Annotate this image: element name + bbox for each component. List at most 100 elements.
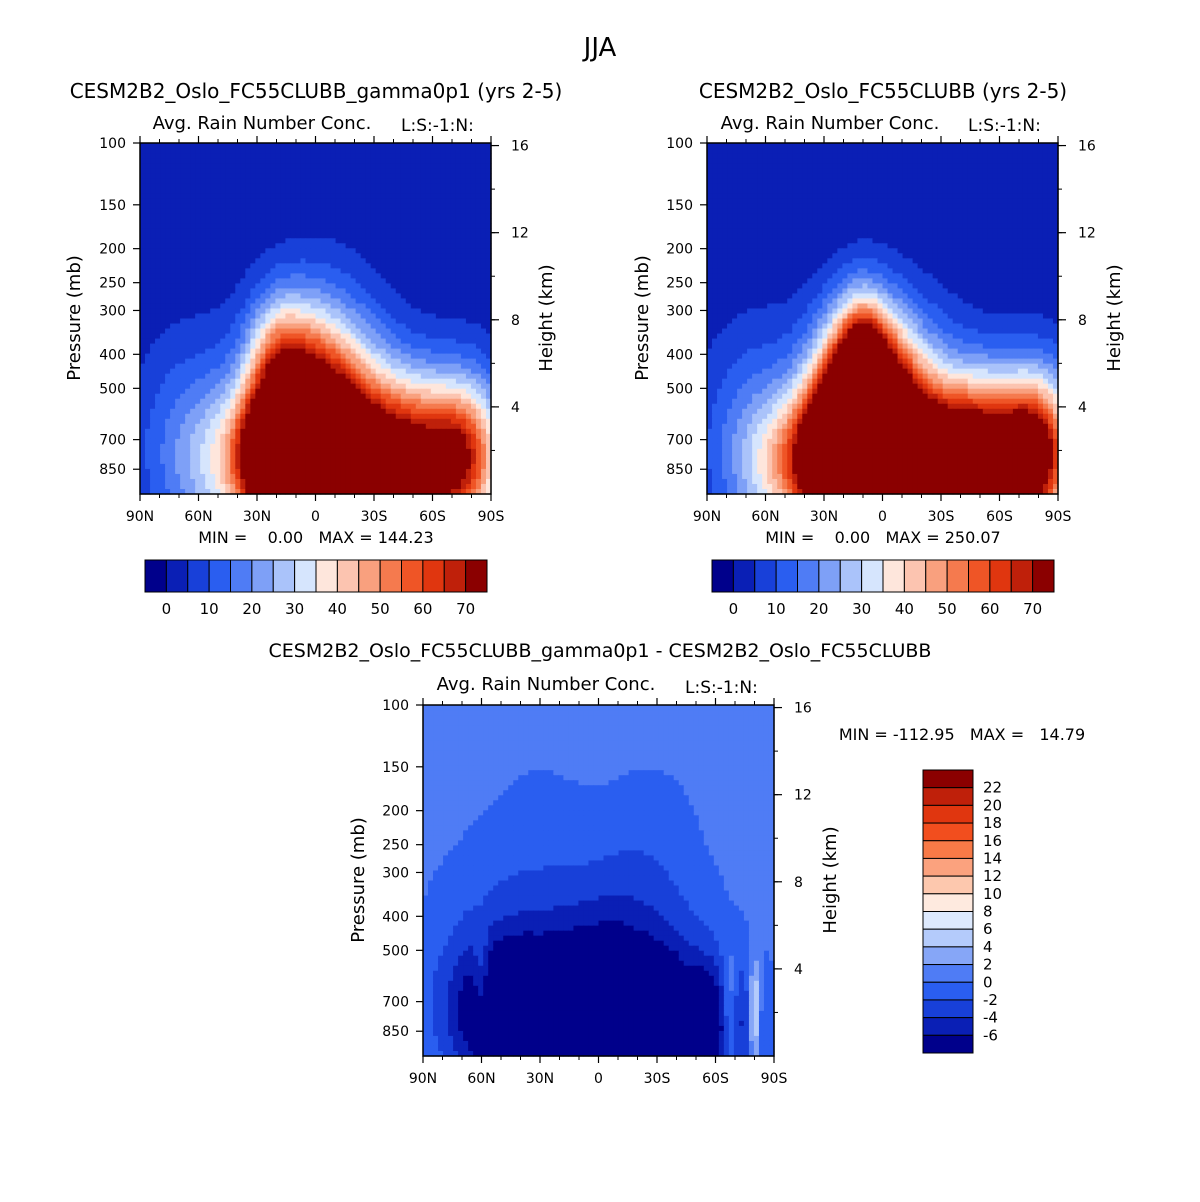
colorbar-swatch xyxy=(922,981,974,1001)
panel-1: CESM2B2_Oslo_FC55CLUBB_gamma0p1 (yrs 2-5… xyxy=(64,79,562,618)
panel-2: CESM2B2_Oslo_FC55CLUBB (yrs 2-5) Avg. Ra… xyxy=(632,79,1125,618)
colorbar-swatch xyxy=(272,559,296,593)
colorbar-swatch xyxy=(797,559,820,593)
colorbar-label: 14 xyxy=(983,849,1002,867)
height-tick-label: 8 xyxy=(794,875,803,891)
colorbar-swatch xyxy=(818,559,841,593)
y-tick-label: 250 xyxy=(666,276,693,292)
height-tick-label: 12 xyxy=(794,788,812,804)
y-tick-label: 150 xyxy=(99,198,126,214)
colorbar-swatch xyxy=(989,559,1012,593)
colorbar-swatch xyxy=(922,875,974,895)
x-tick-label: 0 xyxy=(594,1071,603,1087)
colorbar-swatch xyxy=(732,559,756,593)
colorbar-swatch xyxy=(358,559,381,593)
y-tick-label: 300 xyxy=(666,303,693,319)
colorbar-label: 50 xyxy=(371,600,390,618)
panel-2-ylabel-right: Height (km) xyxy=(1104,264,1125,371)
height-tick-label: 4 xyxy=(511,400,520,416)
colorbar-swatch xyxy=(165,559,189,593)
panel-3-level-label: L:S:-1:N: xyxy=(685,678,758,698)
y-tick-label: 400 xyxy=(382,909,409,925)
height-tick-label: 16 xyxy=(794,701,812,717)
colorbar-swatch xyxy=(422,559,445,593)
x-tick-label: 30N xyxy=(810,509,838,525)
panel-1-colorbar: 0 10 20 30 40 50 60 70 xyxy=(144,559,488,618)
colorbar-swatch xyxy=(379,559,403,593)
colorbar-label: 4 xyxy=(983,938,993,956)
colorbar-label: 16 xyxy=(983,832,1002,850)
colorbar-label: 60 xyxy=(980,600,999,618)
colorbar-swatch xyxy=(922,822,974,842)
colorbar-swatch xyxy=(968,559,991,593)
y-tick-label: 700 xyxy=(666,433,693,449)
panel-2-ylabel: Pressure (mb) xyxy=(632,255,653,381)
panel-2-stats: MIN = 0.00 MAX = 250.07 xyxy=(765,528,1000,547)
y-tick-label: 100 xyxy=(99,136,126,152)
panel-3-stats: MIN = -112.95 MAX = 14.79 xyxy=(839,725,1085,744)
panel-1-stats: MIN = 0.00 MAX = 144.23 xyxy=(198,528,433,547)
panel-3: CESM2B2_Oslo_FC55CLUBB_gamma0p1 - CESM2B… xyxy=(269,640,1086,1087)
panel-2-plot: 90N 60N 30N 0 30S 60S 90S 100 150 200 250 300 400 500… xyxy=(666,136,1096,525)
x-tick-label: 60S xyxy=(986,509,1013,525)
colorbar-label: 0 xyxy=(729,600,739,618)
x-tick-label: 60N xyxy=(751,509,779,525)
colorbar-swatch xyxy=(144,559,167,593)
height-tick-label: 16 xyxy=(1078,139,1096,155)
colorbar-label: 10 xyxy=(767,600,786,618)
colorbar-swatch xyxy=(946,559,970,593)
y-tick-label: 400 xyxy=(99,347,126,363)
colorbar-swatch xyxy=(711,559,734,593)
y-tick-label: 300 xyxy=(382,865,409,881)
y-tick-label: 100 xyxy=(382,698,409,714)
colorbar-label: 20 xyxy=(809,600,828,618)
height-tick-label: 8 xyxy=(1078,313,1087,329)
height-tick-label: 8 xyxy=(511,313,520,329)
colorbar-label: 30 xyxy=(285,600,304,618)
colorbar-swatch xyxy=(465,559,488,593)
x-tick-label: 90N xyxy=(693,509,721,525)
colorbar-label: 0 xyxy=(983,973,993,991)
colorbar-label: -2 xyxy=(983,991,998,1009)
colorbar-label: 30 xyxy=(852,600,871,618)
x-tick-label: 30S xyxy=(928,509,955,525)
colorbar-swatch xyxy=(839,559,863,593)
panel-1-ylabel-right: Height (km) xyxy=(536,264,557,371)
x-tick-label: 90S xyxy=(478,509,505,525)
y-tick-label: 400 xyxy=(666,347,693,363)
y-tick-label: 250 xyxy=(382,838,409,854)
y-tick-label: 500 xyxy=(382,943,409,959)
y-tick-label: 200 xyxy=(666,242,693,258)
x-tick-label: 30N xyxy=(526,1071,554,1087)
panel-3-title: CESM2B2_Oslo_FC55CLUBB_gamma0p1 - CESM2B… xyxy=(269,640,932,662)
panel-2-title: CESM2B2_Oslo_FC55CLUBB (yrs 2-5) xyxy=(699,79,1067,103)
colorbar-swatch xyxy=(230,559,253,593)
colorbar-label: 40 xyxy=(328,600,347,618)
x-tick-label: 30S xyxy=(644,1071,671,1087)
height-tick-label: 12 xyxy=(511,226,529,242)
colorbar-swatch xyxy=(187,559,210,593)
colorbar-swatch xyxy=(401,559,424,593)
panel-3-ylabel: Pressure (mb) xyxy=(348,817,369,943)
y-tick-label: 700 xyxy=(382,995,409,1011)
colorbar-swatch xyxy=(882,559,905,593)
y-tick-label: 150 xyxy=(666,198,693,214)
x-tick-label: 60S xyxy=(419,509,446,525)
panel-1-plot: 90N 60N 30N 0 30S 60S 90S 100 150 200 250 300 400 500… xyxy=(99,136,529,525)
colorbar-label: -6 xyxy=(983,1026,998,1044)
colorbar-label: 12 xyxy=(983,867,1002,885)
y-tick-label: 250 xyxy=(99,276,126,292)
colorbar-label: 2 xyxy=(983,956,993,974)
panel-1-level-label: L:S:-1:N: xyxy=(401,116,474,136)
colorbar-swatch xyxy=(922,769,974,789)
colorbar-swatch xyxy=(1010,559,1034,593)
colorbar-swatch xyxy=(922,787,974,806)
colorbar-label: -4 xyxy=(983,1009,998,1027)
colorbar-swatch xyxy=(336,559,360,593)
x-tick-label: 90S xyxy=(1045,509,1072,525)
colorbar-label: 70 xyxy=(1023,600,1042,618)
x-tick-label: 90N xyxy=(126,509,154,525)
panel-2-colorbar: 0 10 20 30 40 50 60 70 xyxy=(711,559,1055,618)
colorbar-label: 70 xyxy=(456,600,475,618)
